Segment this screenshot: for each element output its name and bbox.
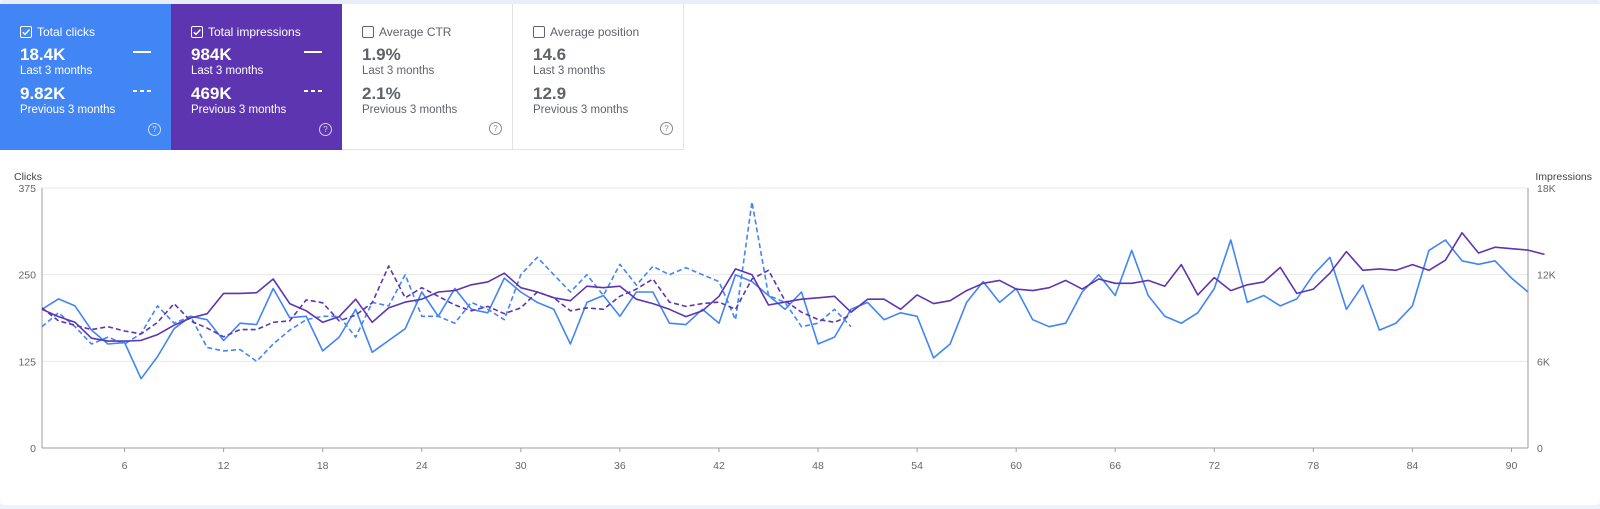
- left-axis-title: Clicks: [14, 171, 42, 183]
- impressions-previous-line: [41, 265, 852, 338]
- checkbox-checked-icon[interactable]: [20, 26, 32, 38]
- help-icon[interactable]: ?: [319, 123, 332, 136]
- previous-period-label: Previous 3 months: [533, 104, 629, 116]
- card-header: Average CTR: [362, 24, 492, 40]
- help-icon[interactable]: ?: [148, 123, 161, 136]
- y-left-tick-label: 250: [18, 270, 36, 282]
- performance-line-chart: 0 125 250 375 0 6K 12K 18K 6 12 18 24 30 36 42 48 54 60 66…: [14, 171, 1592, 472]
- dashed-line-legend-icon: [133, 90, 151, 92]
- x-tick-label: 84: [1407, 460, 1419, 472]
- clicks-current-line: [41, 239, 1529, 380]
- checkbox-unchecked-icon[interactable]: [362, 26, 374, 38]
- clicks-previous-line: [41, 201, 852, 363]
- axes: 0 125 250 375 0 6K 12K 18K 6 12 18 24 30 36 42 48 54 60 66…: [18, 183, 1555, 472]
- current-period-label: Last 3 months: [533, 65, 606, 77]
- checkbox-checked-icon[interactable]: [191, 26, 203, 38]
- y-left-tick-label: 375: [18, 183, 36, 195]
- solid-line-legend-icon: [133, 51, 151, 53]
- current-value: 984K: [191, 45, 232, 64]
- y-right-tick-label: 18K: [1537, 183, 1556, 195]
- y-right-tick-label: 0: [1537, 443, 1543, 455]
- x-tick-label: 12: [218, 460, 230, 472]
- previous-period-label: Previous 3 months: [191, 104, 287, 116]
- grid-lines: [42, 187, 1528, 449]
- series-lines: [41, 201, 1545, 380]
- help-icon[interactable]: ?: [660, 122, 673, 135]
- card-header: Total impressions: [191, 24, 322, 40]
- dashed-line-legend-icon: [304, 90, 322, 92]
- x-tick-label: 66: [1109, 460, 1121, 472]
- x-tick-label: 60: [1010, 460, 1022, 472]
- current-value: 18.4K: [20, 45, 66, 64]
- y-left-tick-label: 0: [30, 443, 36, 455]
- current-period-label: Last 3 months: [20, 65, 93, 77]
- y-right-tick-label: 6K: [1537, 356, 1550, 368]
- current-period-label: Last 3 months: [362, 65, 435, 77]
- x-tick-label: 72: [1208, 460, 1220, 472]
- right-axis-title: Impressions: [1535, 171, 1592, 183]
- x-tick-label: 42: [713, 460, 725, 472]
- card-label: Total impressions: [208, 25, 301, 39]
- x-tick-label: 54: [911, 460, 923, 472]
- total-impressions-card[interactable]: Total impressions 984K Last 3 months 469…: [171, 4, 342, 150]
- previous-value: 2.1%: [362, 84, 401, 103]
- x-tick-label: 30: [515, 460, 527, 472]
- impressions-current-line: [41, 232, 1545, 342]
- card-label: Average position: [550, 25, 640, 39]
- current-value: 14.6: [533, 45, 567, 64]
- panel-top-border: [0, 0, 1600, 4]
- x-tick-label: 78: [1308, 460, 1320, 472]
- current-period-label: Last 3 months: [191, 65, 264, 77]
- previous-value: 12.9: [533, 84, 567, 103]
- average-ctr-card[interactable]: Average CTR 1.9% Last 3 months 2.1% Prev…: [342, 4, 513, 150]
- card-header: Average position: [533, 24, 663, 40]
- previous-value: 469K: [191, 84, 232, 103]
- average-position-card[interactable]: Average position 14.6 Last 3 months 12.9…: [513, 4, 684, 150]
- current-value: 1.9%: [362, 45, 401, 64]
- x-tick-label: 90: [1506, 460, 1518, 472]
- card-header: Total clicks: [20, 24, 151, 40]
- help-icon[interactable]: ?: [489, 122, 502, 135]
- card-label: Average CTR: [379, 25, 452, 39]
- x-tick-label: 6: [122, 460, 128, 472]
- card-label: Total clicks: [37, 25, 96, 39]
- previous-period-label: Previous 3 months: [362, 104, 458, 116]
- y-right-tick-label: 12K: [1537, 270, 1556, 282]
- x-tick-label: 24: [416, 460, 428, 472]
- y-left-tick-label: 125: [18, 356, 36, 368]
- checkbox-unchecked-icon[interactable]: [533, 26, 545, 38]
- previous-value: 9.82K: [20, 84, 66, 103]
- solid-line-legend-icon: [304, 51, 322, 53]
- total-clicks-card[interactable]: Total clicks 18.4K Last 3 months 9.82K P…: [0, 4, 171, 150]
- x-tick-label: 48: [812, 460, 824, 472]
- x-tick-label: 36: [614, 460, 626, 472]
- x-tick-label: 18: [317, 460, 329, 472]
- previous-period-label: Previous 3 months: [20, 104, 116, 116]
